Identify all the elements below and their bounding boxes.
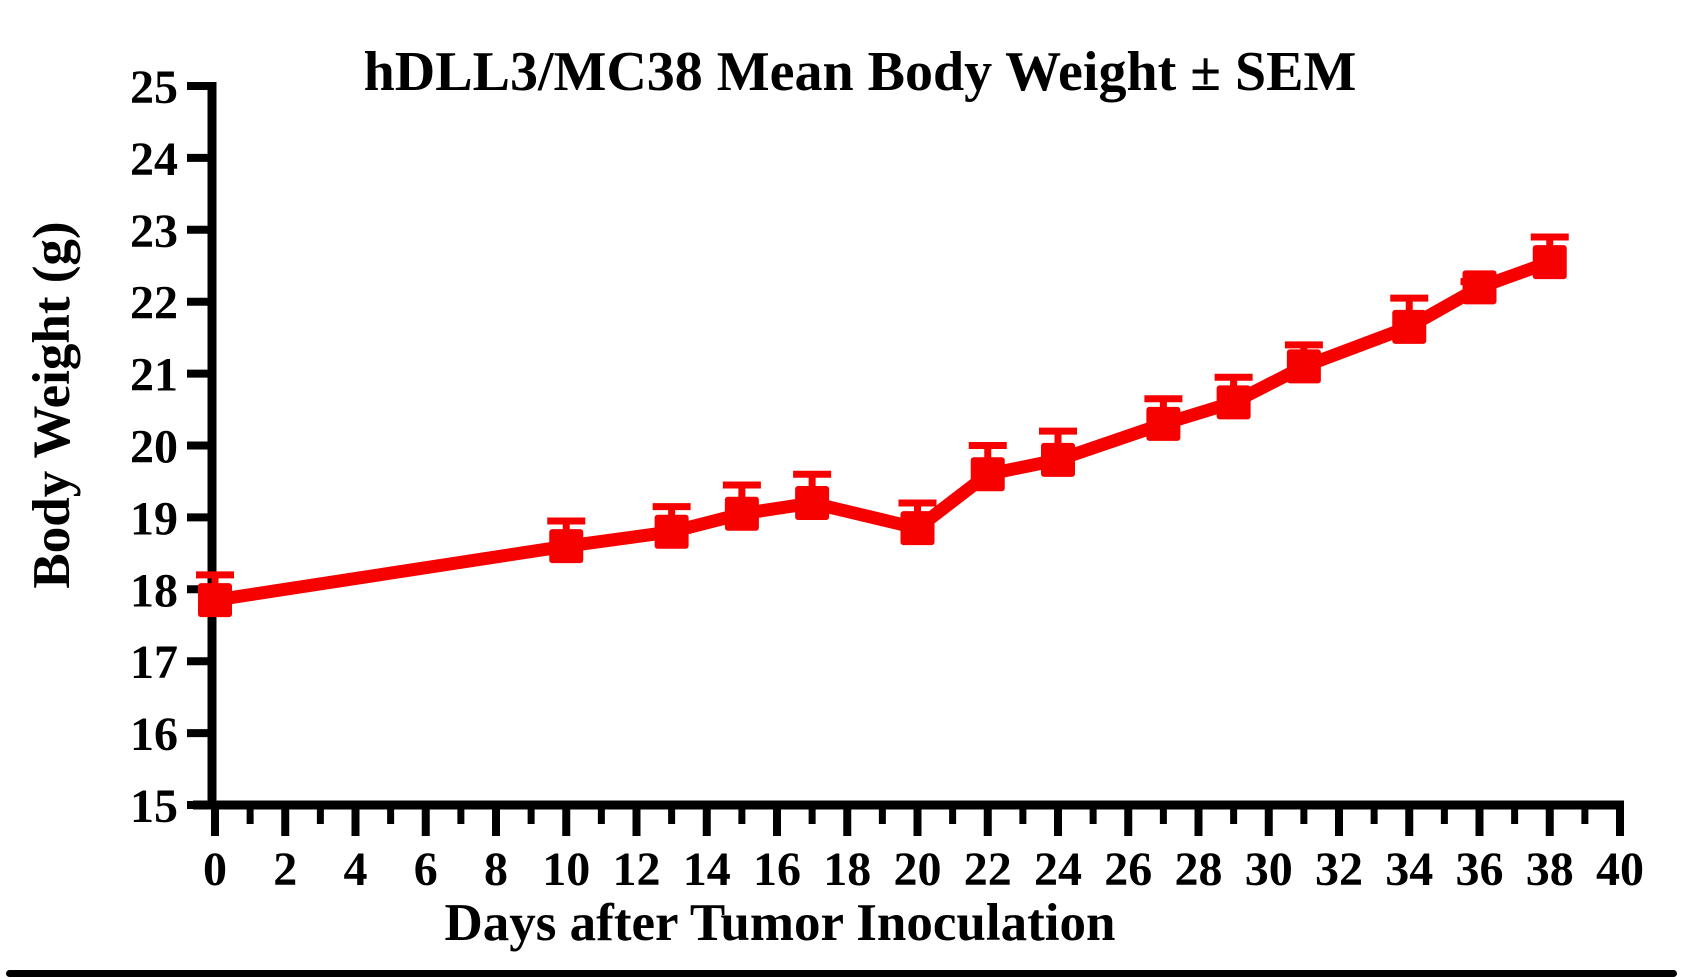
data-point-marker (1216, 385, 1251, 420)
x-tick-label: 26 (1104, 843, 1152, 896)
data-point-marker (1041, 442, 1075, 477)
x-tick-label: 10 (542, 843, 590, 896)
chart-title: hDLL3/MC38 Mean Body Weight ± SEM (363, 41, 1357, 103)
x-tick-label: 12 (613, 843, 661, 896)
y-tick-label: 20 (130, 421, 178, 474)
y-tick-label: 15 (130, 780, 178, 833)
data-point-marker (900, 511, 935, 546)
data-point-marker (1532, 245, 1567, 280)
x-tick-label: 34 (1385, 843, 1433, 896)
data-point-marker (549, 529, 584, 564)
data-point-marker (1392, 309, 1427, 344)
x-tick-label: 28 (1175, 843, 1223, 896)
x-tick-label: 4 (344, 843, 368, 896)
x-tick-label: 2 (273, 843, 297, 896)
x-tick-label: 36 (1456, 843, 1504, 896)
x-tick-label: 32 (1315, 843, 1363, 896)
y-tick-label: 25 (130, 61, 178, 114)
data-point-marker (970, 457, 1005, 492)
x-tick-label: 18 (823, 843, 871, 896)
x-tick-label: 40 (1596, 843, 1644, 896)
x-tick-label: 22 (964, 843, 1012, 896)
y-tick-label: 22 (130, 277, 178, 330)
data-point-marker (654, 514, 689, 549)
data-point-marker (1462, 270, 1497, 305)
data-point-marker (1286, 349, 1321, 384)
data-point-marker (795, 486, 830, 521)
x-tick-label: 30 (1245, 843, 1293, 896)
data-series-line (208, 255, 1557, 607)
x-tick-label: 24 (1034, 843, 1082, 896)
x-tick-label: 0 (203, 843, 227, 896)
x-axis-title: Days after Tumor Inoculation (444, 894, 1116, 952)
y-tick-label: 19 (130, 492, 178, 545)
x-tick-label: 38 (1526, 843, 1574, 896)
y-tick-label: 17 (130, 636, 178, 689)
x-tick-label: 16 (753, 843, 801, 896)
x-tick-label: 20 (894, 843, 942, 896)
data-point-marker (1146, 406, 1181, 441)
y-tick-label: 24 (130, 133, 178, 186)
y-tick-label: 21 (130, 349, 178, 402)
x-tick-label: 6 (414, 843, 438, 896)
data-point-marker (198, 583, 232, 618)
x-tick-label: 8 (484, 843, 508, 896)
y-tick-label: 23 (130, 205, 178, 258)
data-point-marker (724, 496, 759, 531)
y-tick-label: 16 (130, 708, 178, 761)
x-tick-label: 14 (683, 843, 731, 896)
bottom-frame-bar (6, 970, 1677, 977)
y-tick-label: 18 (130, 564, 178, 617)
